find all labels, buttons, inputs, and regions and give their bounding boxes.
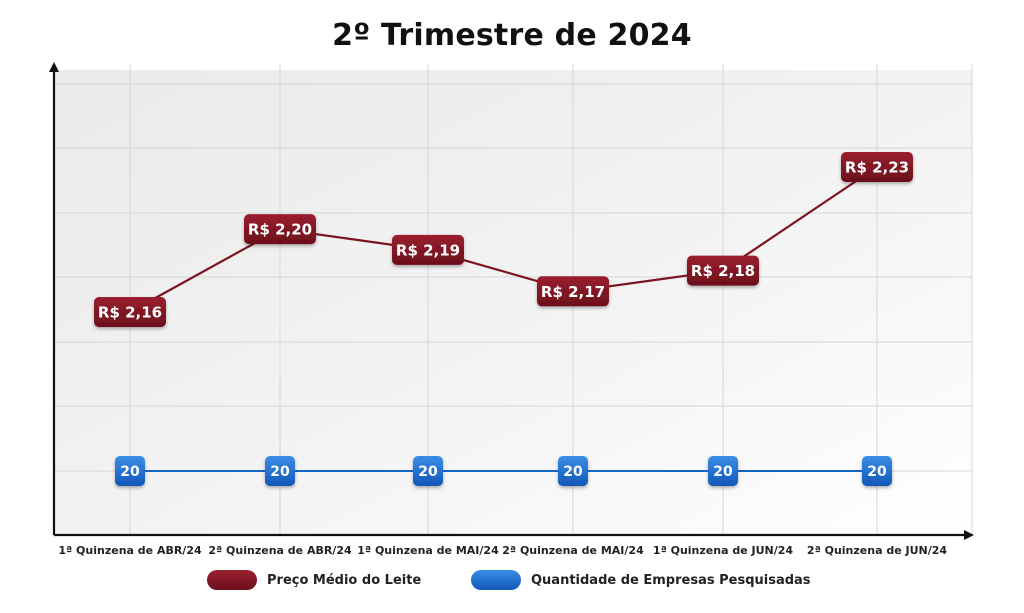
count-point-1: 20 bbox=[265, 456, 295, 486]
count-point-badge bbox=[558, 456, 588, 486]
count-point-badge bbox=[862, 456, 892, 486]
x-axis-arrow bbox=[964, 530, 974, 540]
count-point-3: 20 bbox=[558, 456, 588, 486]
price-point-4: R$ 2,18 bbox=[687, 255, 759, 286]
price-data-label: R$ 2,23 bbox=[845, 159, 909, 177]
count-point-4: 20 bbox=[708, 456, 738, 486]
count-point-2: 20 bbox=[413, 456, 443, 486]
x-tick-label: 1ª Quinzena de MAI/24 bbox=[357, 544, 499, 557]
count-data-label: 20 bbox=[867, 464, 887, 480]
price-point-badge bbox=[94, 297, 166, 327]
legend-label-count: Quantidade de Empresas Pesquisadas bbox=[531, 572, 811, 588]
price-point-badge bbox=[392, 234, 464, 265]
price-point-badge bbox=[537, 276, 609, 307]
x-tick-label: 1ª Quinzena de ABR/24 bbox=[58, 544, 202, 557]
price-point-0: R$ 2,16 bbox=[94, 297, 166, 327]
x-axis-ticks: 1ª Quinzena de ABR/24 2ª Quinzena de ABR/… bbox=[58, 544, 947, 557]
axes bbox=[49, 62, 974, 540]
legend-item-price: Preço Médio do Leite bbox=[207, 567, 421, 593]
price-point-badge bbox=[841, 152, 913, 182]
legend-swatch-count bbox=[471, 570, 521, 590]
price-data-label: R$ 2,17 bbox=[541, 283, 605, 301]
chart-title: 2º Trimestre de 2024 bbox=[332, 18, 692, 53]
count-point-badge bbox=[413, 456, 443, 486]
count-point-badge bbox=[708, 456, 738, 486]
price-point-1: R$ 2,20 bbox=[244, 214, 316, 245]
price-point-badge bbox=[244, 214, 316, 245]
price-point-3: R$ 2,17 bbox=[537, 276, 609, 307]
y-axis-arrow bbox=[49, 62, 59, 72]
legend-swatch-price bbox=[207, 570, 257, 590]
count-data-label: 20 bbox=[418, 464, 438, 480]
x-tick-label: 2ª Quinzena de JUN/24 bbox=[807, 544, 947, 557]
series-price: R$ 2,16 R$ 2,20 R$ 2,19 R$ 2,17 R$ 2,18 R$ 2,… bbox=[94, 152, 913, 327]
count-data-label: 20 bbox=[713, 464, 733, 480]
count-data-label: 20 bbox=[120, 464, 140, 480]
count-point-0: 20 bbox=[115, 456, 145, 486]
price-point-badge bbox=[687, 255, 759, 286]
series-count: 20 20 20 20 20 20 bbox=[115, 456, 892, 486]
x-tick-label: 2ª Quinzena de MAI/24 bbox=[502, 544, 644, 557]
x-tick-label: 1ª Quinzena de JUN/24 bbox=[653, 544, 793, 557]
legend-label-price: Preço Médio do Leite bbox=[267, 572, 422, 588]
count-point-badge bbox=[265, 456, 295, 486]
price-data-label: R$ 2,18 bbox=[691, 262, 755, 280]
x-tick-label: 2ª Quinzena de ABR/24 bbox=[208, 544, 352, 557]
count-data-label: 20 bbox=[270, 464, 290, 480]
price-point-5: R$ 2,23 bbox=[841, 152, 913, 182]
count-point-5: 20 bbox=[862, 456, 892, 486]
price-data-label: R$ 2,20 bbox=[248, 221, 312, 239]
price-point-2: R$ 2,19 bbox=[392, 234, 464, 265]
price-data-label: R$ 2,16 bbox=[98, 304, 162, 322]
plot-background bbox=[54, 70, 972, 535]
legend-item-count: Quantidade de Empresas Pesquisadas bbox=[471, 567, 811, 593]
count-data-label: 20 bbox=[563, 464, 583, 480]
count-point-badge bbox=[115, 456, 145, 486]
price-data-label: R$ 2,19 bbox=[396, 241, 460, 259]
